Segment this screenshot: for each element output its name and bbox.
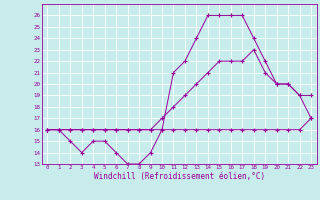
X-axis label: Windchill (Refroidissement éolien,°C): Windchill (Refroidissement éolien,°C) (94, 172, 265, 181)
